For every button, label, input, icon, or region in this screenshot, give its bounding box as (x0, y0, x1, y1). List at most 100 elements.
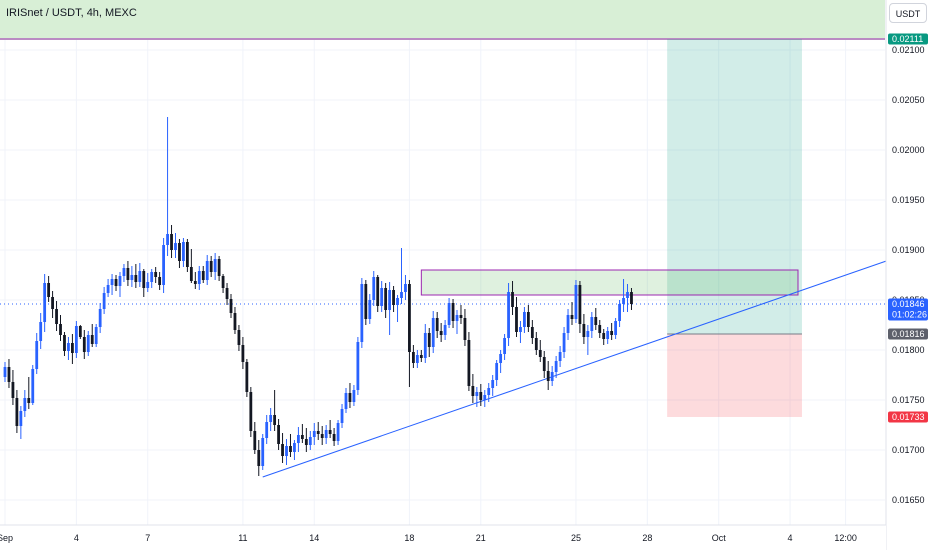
candle-body (19, 411, 23, 426)
candle-body (618, 304, 621, 321)
candle-body (503, 338, 506, 354)
candle-body (511, 292, 514, 307)
candle-body (364, 284, 368, 319)
y-tick-label: 0.02100 (892, 45, 925, 55)
candle-body (526, 312, 530, 327)
currency-button[interactable]: USDT (889, 3, 927, 23)
y-tick-label: 0.01900 (892, 245, 925, 255)
candle-body (7, 367, 11, 382)
candle-body (372, 277, 376, 300)
price-label-box (888, 298, 928, 321)
candle-body (78, 326, 82, 337)
candle-body (530, 327, 534, 338)
candle-body (23, 398, 27, 411)
candle-body (427, 333, 431, 347)
candle-body (63, 335, 66, 351)
candle-body (348, 393, 352, 402)
candle-body (467, 340, 471, 386)
candle-body (431, 318, 435, 347)
time-axis-background (0, 525, 886, 550)
candle-body (35, 341, 39, 369)
candle-body (384, 288, 388, 310)
candle-body (463, 318, 467, 340)
candle-body (340, 409, 344, 423)
y-tick-label: 0.01800 (892, 345, 925, 355)
candle-body (598, 325, 602, 333)
candle-body (396, 298, 399, 305)
candle-body (265, 422, 269, 438)
candle-body (594, 317, 598, 325)
candle-body (523, 312, 526, 327)
candle-body (106, 285, 110, 293)
candle-body (221, 276, 225, 288)
x-tick-label: Oct (712, 533, 727, 543)
candle-body (51, 297, 54, 309)
candle-body (245, 362, 249, 392)
candle-body (126, 268, 130, 280)
x-tick-label: 7 (145, 533, 150, 543)
candle-body (443, 325, 447, 335)
candle-body (578, 285, 582, 324)
candle-body (324, 430, 328, 438)
candle-body (134, 275, 138, 282)
candle-body (15, 398, 19, 426)
candle-body (408, 284, 411, 352)
candle-body (74, 326, 78, 353)
candle-body (558, 352, 562, 361)
candle-body (400, 292, 403, 298)
candle-body (31, 369, 35, 403)
candle-body (606, 331, 610, 339)
y-tick-label: 0.02050 (892, 95, 925, 105)
candle-body (158, 277, 162, 285)
candle-body (174, 243, 177, 250)
x-tick-label: 14 (309, 533, 319, 543)
candle-body (27, 398, 31, 403)
price-label-box (888, 328, 928, 340)
price-label: 0.01846 (892, 299, 925, 309)
candle-body (289, 446, 292, 452)
candle-body (554, 361, 558, 372)
candle-body (356, 342, 360, 390)
candle-body (201, 271, 205, 280)
candle-body (185, 242, 189, 267)
candle-body (150, 272, 154, 282)
candle-body (193, 281, 197, 284)
candle-body (328, 430, 332, 434)
candle-body (542, 357, 546, 371)
candle-body (388, 290, 392, 310)
candle-body (626, 292, 629, 298)
candle-body (586, 331, 590, 337)
candle-body (475, 392, 479, 396)
candle-body (233, 313, 237, 330)
candle-body (519, 327, 522, 332)
price-label: 0.01733 (892, 412, 925, 422)
candle-body (622, 298, 625, 304)
ascending-trendline (262, 259, 890, 478)
candle-body (273, 415, 277, 425)
candle-body (166, 234, 169, 245)
candle-body (344, 393, 348, 409)
candle-body (459, 315, 463, 318)
candle-body (455, 315, 459, 321)
x-tick-label: 25 (571, 533, 581, 543)
candle-body (3, 367, 7, 377)
candle-body (205, 261, 209, 280)
candle-body (43, 283, 47, 322)
candle-body (237, 330, 241, 345)
y-tick-label: 0.01700 (892, 445, 925, 455)
candle-body (71, 343, 74, 353)
candle-body (67, 343, 70, 351)
x-tick-label: 4 (788, 533, 793, 543)
x-tick-label: 21 (476, 533, 486, 543)
candle-body (297, 435, 300, 443)
x-tick-label: Sep (0, 533, 13, 543)
candle-body (277, 425, 280, 444)
candle-body (285, 446, 288, 456)
candle-body (304, 439, 308, 445)
candle-body (253, 431, 257, 450)
candle-body (55, 309, 58, 324)
candle-body (415, 355, 419, 363)
candle-body (376, 277, 380, 306)
